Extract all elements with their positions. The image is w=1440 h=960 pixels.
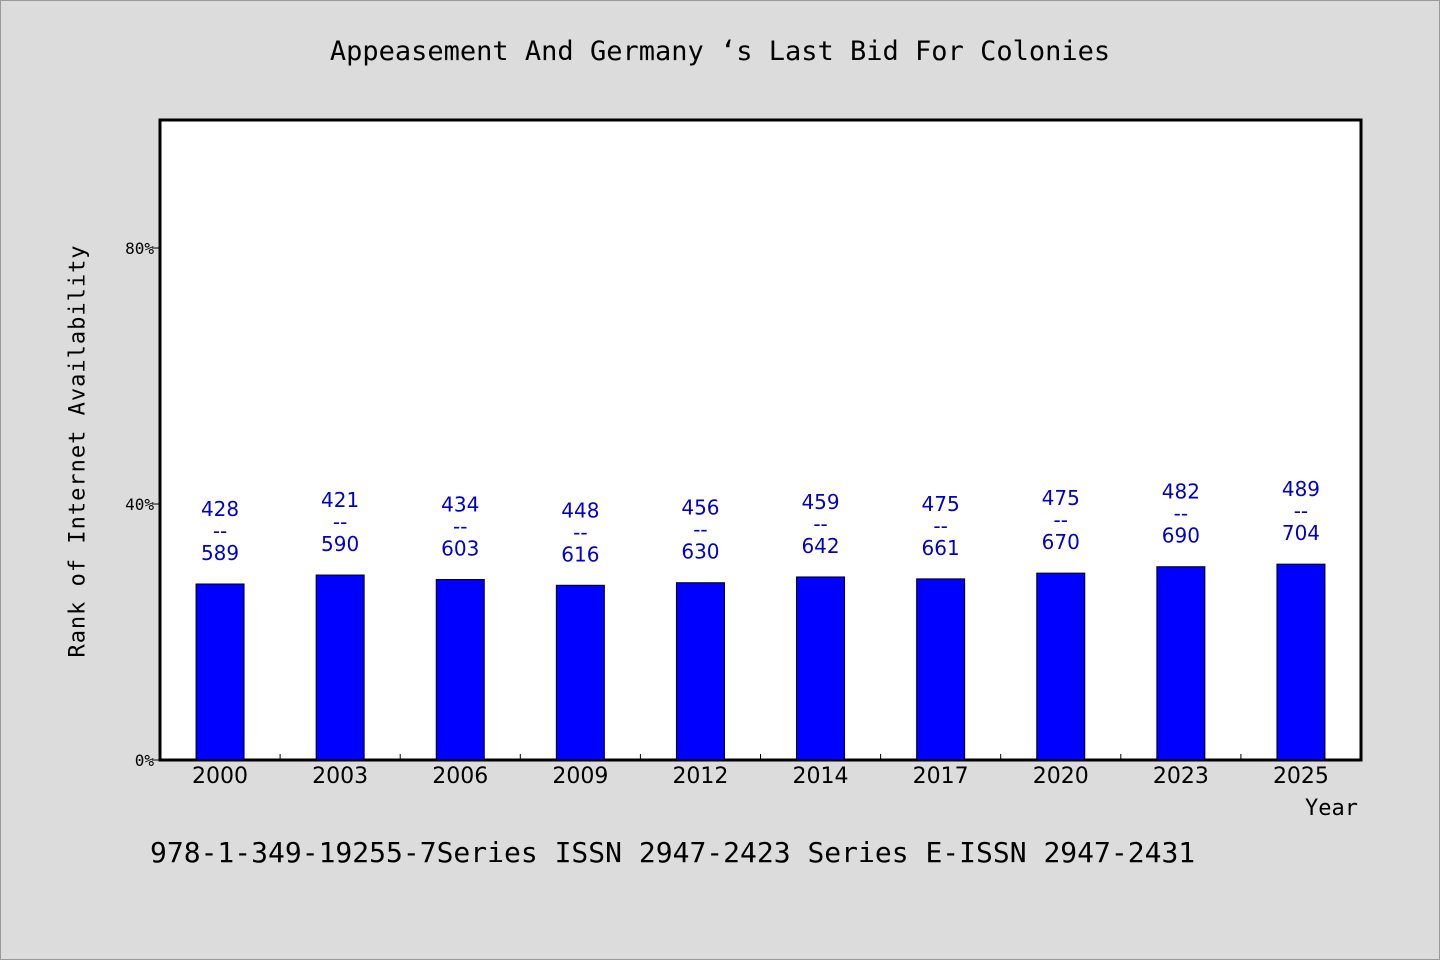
- bar: [1156, 566, 1206, 761]
- bar: [555, 584, 605, 761]
- data-label: 642: [801, 534, 839, 558]
- x-tick-label: 2003: [312, 764, 368, 789]
- data-label: 589: [201, 541, 239, 565]
- x-tick-label: 2017: [913, 764, 969, 789]
- data-label: --: [1294, 499, 1308, 523]
- bar: [1276, 563, 1326, 761]
- data-label: 690: [1162, 524, 1200, 548]
- bar: [796, 576, 846, 761]
- data-label: --: [693, 518, 707, 542]
- data-label: --: [213, 519, 227, 543]
- data-label: 459: [801, 490, 839, 514]
- data-label: 704: [1282, 521, 1320, 545]
- data-label: --: [1054, 508, 1068, 532]
- y-tick-label: 40%: [125, 495, 154, 514]
- data-label: 630: [681, 540, 719, 564]
- data-label: 448: [561, 498, 599, 522]
- data-label: --: [933, 514, 947, 538]
- x-tick-label: 2025: [1273, 764, 1329, 789]
- x-tick-label: 2006: [432, 764, 488, 789]
- bar: [195, 583, 245, 761]
- bar: [435, 579, 485, 761]
- data-label: 456: [681, 496, 719, 520]
- y-tick-label: 0%: [135, 751, 155, 770]
- data-label: 475: [1042, 486, 1080, 510]
- footer-isbn-text: 978-1-349-19255-7Series ISSN 2947-2423 S…: [150, 836, 1196, 869]
- x-tick-label: 2023: [1153, 764, 1209, 789]
- data-label: --: [453, 515, 467, 539]
- data-label: 434: [441, 493, 479, 517]
- x-tick-label: 2000: [192, 764, 248, 789]
- data-label: 661: [922, 536, 960, 560]
- chart-title: Appeasement And Germany ‘s Last Bid For …: [329, 36, 1111, 67]
- data-label: 616: [561, 542, 599, 566]
- x-axis-label: Year: [1305, 796, 1358, 821]
- bar: [675, 582, 725, 761]
- y-tick-label: 80%: [125, 239, 154, 258]
- data-label: 428: [201, 497, 239, 521]
- x-tick-label: 2009: [552, 764, 608, 789]
- data-label: --: [333, 510, 347, 534]
- data-label: --: [573, 520, 587, 544]
- data-label: 421: [321, 488, 359, 512]
- data-label: 475: [922, 492, 960, 516]
- data-label: --: [1174, 502, 1188, 526]
- data-label: 482: [1162, 480, 1200, 504]
- bar: [916, 578, 966, 761]
- data-label: 603: [441, 537, 479, 561]
- x-tick-label: 2014: [793, 764, 849, 789]
- data-label: 670: [1042, 530, 1080, 554]
- x-tick-label: 2012: [672, 764, 728, 789]
- bar: [1036, 572, 1086, 761]
- data-label: 489: [1282, 477, 1320, 501]
- data-label: --: [813, 512, 827, 536]
- bar: [315, 574, 365, 761]
- data-label: 590: [321, 532, 359, 556]
- x-tick-label: 2020: [1033, 764, 1089, 789]
